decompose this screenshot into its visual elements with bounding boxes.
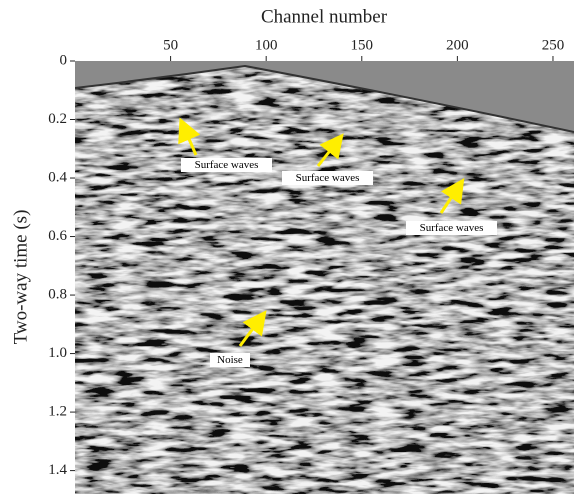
y-tick-label: 0.2 [48, 111, 67, 127]
annotation: Surface waves [420, 222, 484, 234]
x-tick-label: 100 [255, 37, 278, 53]
seismic-image [75, 61, 574, 494]
x-tick-label: 150 [351, 37, 374, 53]
annotation-box [181, 158, 272, 172]
y-tick-label: 1.0 [48, 345, 67, 361]
annotation-box [210, 353, 250, 367]
annotation: Surface waves [195, 159, 259, 171]
annotation: Noise [217, 354, 243, 366]
y-axis-label: Two-way time (s) [10, 210, 31, 345]
annotation-arrow [238, 310, 267, 347]
annotation: Surface waves [296, 172, 360, 184]
y-tick-label: 0.6 [48, 228, 67, 244]
x-tick-label: 50 [163, 37, 178, 53]
x-tick-label: 200 [446, 37, 469, 53]
y-tick-label: 1.4 [48, 462, 67, 478]
y-tick-label: 0.4 [48, 169, 67, 185]
y-tick-label: 0 [60, 52, 68, 68]
annotation-arrow [178, 117, 201, 156]
annotation-box [282, 171, 373, 185]
y-tick-label: 0.8 [48, 286, 67, 302]
x-axis-label: Channel number [261, 6, 388, 27]
annotation-arrow [316, 133, 344, 167]
annotation-arrow [439, 178, 465, 214]
y-tick-label: 1.2 [48, 404, 67, 420]
annotation-box [406, 221, 497, 235]
x-tick-label: 250 [542, 37, 565, 53]
